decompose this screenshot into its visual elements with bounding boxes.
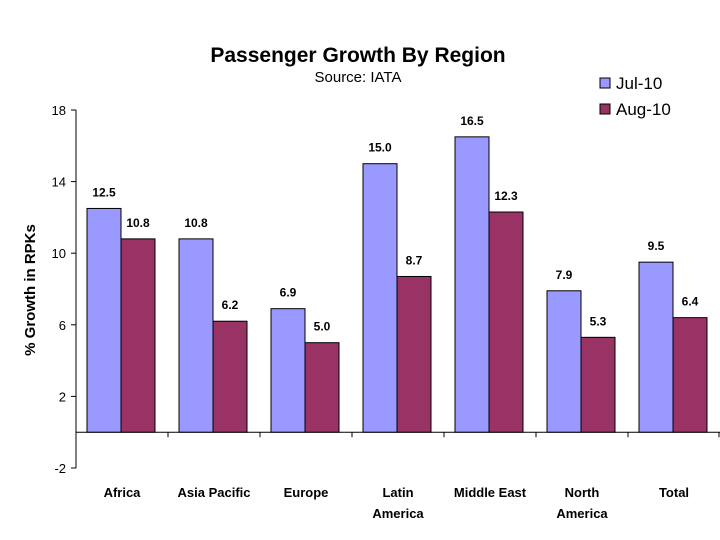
- bar-jul-10: [454, 136, 490, 433]
- category-label: Asia Pacific: [178, 485, 251, 500]
- bar-aug-10: [212, 320, 248, 433]
- bar-jul-10: [178, 238, 214, 433]
- legend-swatch-jul-10: [599, 77, 611, 89]
- bar-aug-10: [580, 336, 616, 433]
- category-label: Africa: [104, 485, 142, 500]
- bar-jul-10: [362, 163, 398, 433]
- y-tick-label: 2: [59, 389, 66, 404]
- category-label: Europe: [284, 485, 329, 500]
- data-label: 6.4: [682, 295, 699, 309]
- y-tick-label: 10: [52, 246, 66, 261]
- y-tick-label: 14: [52, 175, 66, 190]
- chart-title: Passenger Growth By Region: [210, 44, 505, 67]
- y-tick-label: 18: [52, 103, 66, 118]
- bar-jul-10: [270, 308, 306, 433]
- legend-label: Jul-10: [616, 74, 662, 93]
- bar-aug-10: [672, 317, 708, 433]
- data-label: 7.9: [556, 268, 573, 282]
- bar-aug-10: [396, 275, 432, 433]
- data-label: 10.8: [126, 216, 150, 230]
- bar-jul-10: [546, 290, 582, 433]
- bar-jul-10: [86, 207, 122, 433]
- y-axis-label: % Growth in RPKs: [22, 224, 39, 356]
- category-label: North America: [556, 485, 608, 521]
- bar-aug-10: [120, 238, 156, 433]
- data-label: 16.5: [460, 114, 484, 128]
- plot-area: -2 2 6 10 14 18 12.5 10.8 6.9 15.0 16.5 7.9 9.5 10.8 6…: [52, 103, 720, 521]
- data-label: 5.3: [590, 314, 607, 328]
- y-tick-label: -2: [54, 461, 66, 476]
- y-tick-label: 6: [59, 318, 66, 333]
- legend: Jul-10 Aug-10: [599, 74, 671, 119]
- legend-label: Aug-10: [616, 100, 671, 119]
- chart-subtitle: Source: IATA: [315, 69, 402, 86]
- data-label: 15.0: [368, 141, 392, 155]
- data-label: 10.8: [184, 216, 208, 230]
- data-label: 6.9: [280, 286, 297, 300]
- category-label: Latin America: [372, 485, 424, 521]
- data-label: 9.5: [648, 239, 665, 253]
- data-label: 5.0: [314, 320, 331, 334]
- bar-aug-10: [304, 342, 340, 433]
- category-label: Middle East: [454, 485, 527, 500]
- data-label: 8.7: [406, 253, 423, 267]
- bar-aug-10: [488, 211, 524, 433]
- category-label: Total: [659, 485, 689, 500]
- legend-swatch-aug-10: [599, 103, 611, 115]
- data-label: 12.3: [494, 189, 518, 203]
- bar-jul-10: [638, 261, 674, 433]
- data-label: 6.2: [222, 298, 239, 312]
- data-label: 12.5: [92, 185, 116, 199]
